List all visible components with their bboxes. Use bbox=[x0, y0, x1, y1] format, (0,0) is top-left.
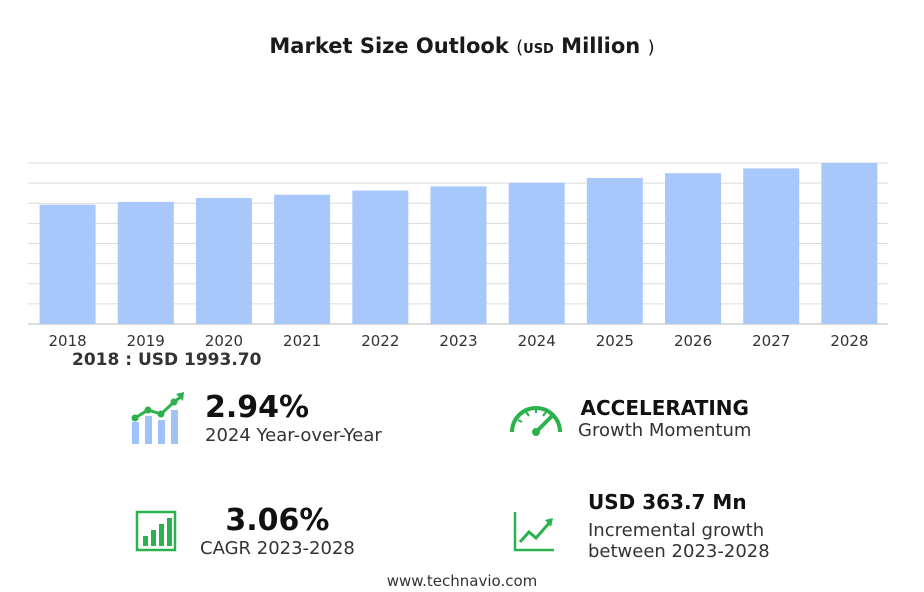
incremental-value: USD 363.7 Mn bbox=[588, 490, 747, 514]
bar-2021 bbox=[274, 194, 331, 324]
x-tick-label: 2024 bbox=[518, 332, 556, 350]
unit-open: ( bbox=[516, 37, 524, 58]
bar-chart-icon bbox=[135, 510, 177, 552]
x-tick-label: 2022 bbox=[361, 332, 399, 350]
bar-2024 bbox=[508, 182, 565, 324]
yoy-value: 2.94% bbox=[205, 390, 310, 425]
unit-close: ) bbox=[647, 37, 655, 58]
x-tick-label: 2021 bbox=[283, 332, 321, 350]
speedometer-icon bbox=[510, 406, 562, 436]
momentum-label: Growth Momentum bbox=[578, 420, 752, 441]
bar-2020 bbox=[195, 198, 252, 324]
footer-url: www.technavio.com bbox=[386, 572, 538, 590]
base-year-value: 2018 : USD 1993.70 bbox=[72, 350, 262, 370]
x-tick-label: 2018 bbox=[48, 332, 86, 350]
bar-2019 bbox=[117, 201, 174, 324]
bar-2027 bbox=[743, 168, 800, 324]
x-tick-label: 2028 bbox=[830, 332, 868, 350]
x-tick-label: 2019 bbox=[127, 332, 165, 350]
momentum-stat: ACCELERATING Growth Momentum bbox=[578, 396, 751, 441]
bar-2026 bbox=[665, 173, 722, 324]
cagr-value: 3.06% bbox=[225, 503, 330, 538]
bar-2028 bbox=[821, 163, 878, 324]
bar-2018 bbox=[39, 204, 96, 324]
cagr-label: CAGR 2023-2028 bbox=[200, 538, 355, 559]
x-tick-label: 2023 bbox=[439, 332, 477, 350]
unit-big: Million bbox=[561, 34, 641, 58]
bar-2025 bbox=[586, 177, 643, 324]
bar-chart: 2018 2019 2020 2021 2022 2023 2024 2025 2026 2027… bbox=[28, 162, 888, 350]
chart-title: Market Size Outlook (USD Million ) bbox=[0, 34, 924, 58]
yoy-label: 2024 Year-over-Year bbox=[205, 425, 382, 446]
momentum-value: ACCELERATING bbox=[580, 396, 749, 420]
x-tick-label: 2027 bbox=[752, 332, 790, 350]
growth-chart-icon bbox=[131, 392, 184, 444]
title-text: Market Size Outlook bbox=[269, 34, 509, 58]
trend-line-icon bbox=[513, 512, 554, 552]
x-tick-label: 2026 bbox=[674, 332, 712, 350]
x-tick-label: 2025 bbox=[596, 332, 634, 350]
incremental-stat: USD 363.7 Mn Incremental growth between … bbox=[588, 490, 770, 562]
x-tick-label: 2020 bbox=[205, 332, 243, 350]
incremental-label-2: between 2023-2028 bbox=[588, 541, 770, 562]
yoy-stat: 2.94% 2024 Year-over-Year bbox=[205, 390, 382, 446]
unit-small: USD bbox=[523, 42, 554, 57]
cagr-stat: 3.06% CAGR 2023-2028 bbox=[200, 503, 355, 559]
bar-2022 bbox=[352, 190, 409, 324]
bar-2023 bbox=[430, 186, 487, 324]
incremental-label-1: Incremental growth bbox=[588, 520, 765, 541]
